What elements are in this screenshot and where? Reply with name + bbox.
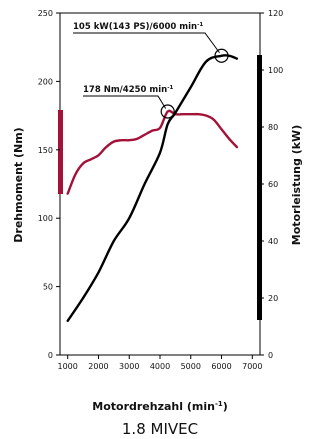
annotation-label: 105 kW(143 PS)/6000 min-1 (73, 22, 203, 32)
engine-title: 1.8 MIVEC (122, 420, 198, 438)
power-curve (66, 54, 239, 322)
y-right-axis-label: Motorleistung (kW) (290, 125, 303, 245)
y-left-axis-label: Drehmoment (Nm) (12, 127, 25, 242)
y-left-tick-label: 250 (38, 9, 53, 18)
y-right-axis-ticks: 0 20 40 60 80 100 120 (260, 9, 283, 360)
y-right-tick-label: 40 (268, 237, 278, 246)
x-tick-label: 4000 (150, 362, 170, 371)
torque-side-bar (58, 110, 63, 194)
x-axis-ticks: 1000 2000 3000 4000 5000 6000 7000 (58, 355, 262, 371)
y-left-axis-ticks: 0 50 100 150 200 250 (38, 9, 60, 360)
y-right-tick-label: 100 (268, 66, 283, 75)
annotation-marker (214, 48, 229, 63)
y-right-tick-label: 0 (268, 351, 273, 360)
y-right-tick-label: 20 (268, 294, 278, 303)
annotation-marker (160, 104, 175, 119)
annotation-label-sup: -1 (167, 85, 173, 91)
x-tick-label: 5000 (181, 362, 201, 371)
annotation-label: 178 Nm/4250 min-1 (83, 85, 174, 95)
x-tick-label: 1000 (58, 362, 78, 371)
x-tick-label: 3000 (119, 362, 139, 371)
annotation-label-sup: -1 (197, 22, 203, 28)
annotation-leader (73, 32, 220, 54)
plot-frame (59, 12, 261, 356)
annotation-leader (83, 95, 167, 109)
annotation-label-text: 178 Nm/4250 min (83, 85, 167, 95)
y-left-tick-label: 50 (43, 283, 53, 292)
x-tick-label: 7000 (242, 362, 262, 371)
y-right-tick-label: 80 (268, 123, 278, 132)
annotation-label-text: 105 kW(143 PS)/6000 min (73, 22, 197, 32)
y-right-tick-label: 60 (268, 180, 278, 189)
y-left-tick-label: 150 (38, 146, 53, 155)
y-left-tick-label: 0 (48, 351, 53, 360)
x-axis-label-rest: ) (223, 400, 228, 413)
power-side-bar (257, 55, 262, 320)
x-axis-label-sup: -1 (215, 400, 223, 408)
y-right-tick-label: 120 (268, 9, 283, 18)
x-axis-label-text: Motordrehzahl (min (92, 400, 215, 413)
x-axis-label: Motordrehzahl (min-1) (92, 400, 228, 413)
x-tick-label: 6000 (211, 362, 231, 371)
y-left-tick-label: 200 (38, 77, 53, 86)
torque-curve (66, 109, 239, 195)
x-tick-label: 2000 (88, 362, 108, 371)
y-left-tick-label: 100 (38, 214, 53, 223)
